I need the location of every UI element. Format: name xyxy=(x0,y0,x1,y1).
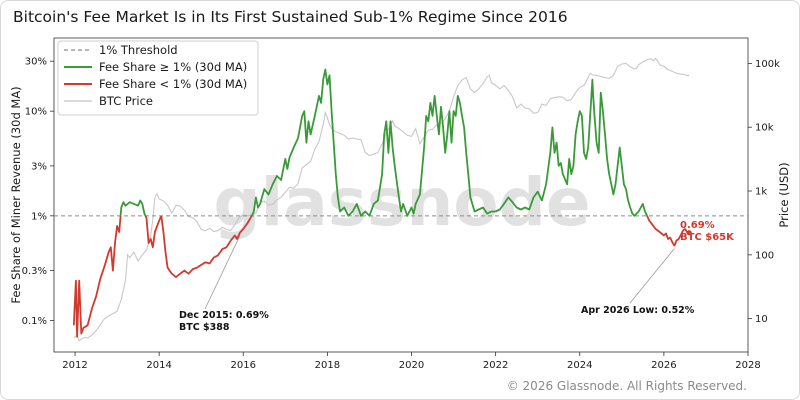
x-tick-label: 2022 xyxy=(483,360,508,371)
y-axis-right-title: Price (USD) xyxy=(777,162,791,227)
legend-threshold-label: 1% Threshold xyxy=(99,43,178,57)
fee-share-below-segment xyxy=(646,215,690,247)
annotation-current-price: BTC $65K xyxy=(680,232,735,243)
annotation-apr2026-line1: Apr 2026 Low: 0.52% xyxy=(581,305,695,316)
annotation-current-value: 0.69% xyxy=(680,220,715,231)
y-right-tick-label: 100k xyxy=(755,59,780,70)
y-right-tick-label: 100 xyxy=(755,250,774,261)
y-left-tick-label: 1% xyxy=(31,211,47,222)
y-right-tick-label: 10k xyxy=(755,123,774,134)
legend-price-label: BTC Price xyxy=(99,94,153,108)
x-tick-label: 2026 xyxy=(651,360,676,371)
copyright-footer: © 2026 Glassnode. All Rights Reserved. xyxy=(506,379,747,393)
legend: 1% Threshold Fee Share ≥ 1% (30d MA) Fee… xyxy=(57,40,259,116)
y-axis-left-title: Fee Share of Miner Revenue (30d MA) xyxy=(9,86,23,303)
legend-red-label: Fee Share < 1% (30d MA) xyxy=(99,77,247,91)
y-right-tick-label: 1k xyxy=(755,187,767,198)
x-tick-label: 2028 xyxy=(735,360,760,371)
y-left-tick-label: 0.3% xyxy=(22,266,47,277)
watermark: glassnode xyxy=(213,164,590,241)
fee-share-above-segment xyxy=(119,199,147,217)
plot-frame xyxy=(53,37,749,353)
x-tick-label: 2016 xyxy=(231,360,256,371)
legend-box xyxy=(57,40,259,116)
x-tick-label: 2012 xyxy=(62,360,87,371)
x-tick-label: 2014 xyxy=(146,360,171,371)
fee-share-above-segment xyxy=(250,68,648,217)
annotation-apr2026-pointer xyxy=(629,248,675,304)
y-axis-left: 0.1% 0.3% 1% 3% 10% 30% xyxy=(22,57,54,327)
fee-share-series xyxy=(72,68,690,338)
y-right-tick-label: 10 xyxy=(755,314,768,325)
x-tick-label: 2020 xyxy=(399,360,424,371)
y-left-tick-label: 30% xyxy=(25,57,47,68)
x-tick-label: 2024 xyxy=(567,360,592,371)
fee-share-below-segment xyxy=(144,215,163,249)
legend-green-label: Fee Share ≥ 1% (30d MA) xyxy=(99,60,247,74)
annotation-dec2015-pointer xyxy=(204,235,241,310)
annotation-current-dot xyxy=(686,230,692,236)
annotation-apr2026: Apr 2026 Low: 0.52% xyxy=(581,248,695,316)
x-axis: 2012 2014 2016 2018 2020 2022 2024 2026 2028 xyxy=(62,352,761,371)
annotation-dec2015-line2: BTC $388 xyxy=(179,322,230,333)
chart-title: Bitcoin's Fee Market Is in Its First Sus… xyxy=(13,8,568,26)
y-left-tick-label: 10% xyxy=(25,107,47,118)
fee-share-below-segment xyxy=(160,215,253,278)
y-left-tick-label: 0.1% xyxy=(22,316,47,327)
y-left-tick-label: 3% xyxy=(31,161,47,172)
y-axis-right: 10 100 1k 10k 100k xyxy=(748,59,780,325)
annotation-current: 0.69% BTC $65K xyxy=(680,220,735,243)
x-tick-label: 2018 xyxy=(315,360,340,371)
fee-share-below-segment xyxy=(72,215,122,338)
annotation-dec2015-line1: Dec 2015: 0.69% xyxy=(179,310,269,321)
annotation-dec2015: Dec 2015: 0.69% BTC $388 xyxy=(179,235,269,333)
